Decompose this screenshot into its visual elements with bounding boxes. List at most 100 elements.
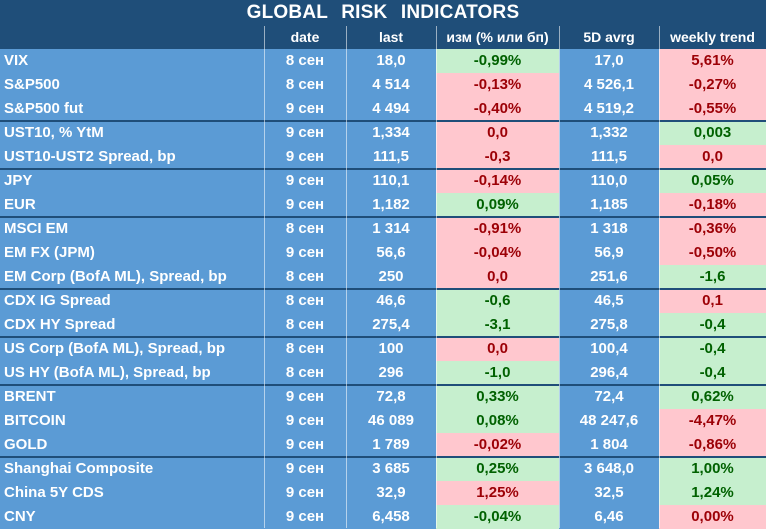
weekly-trend-cell: 0,1 (659, 289, 766, 313)
table-row: Shanghai Composite 9 сен 3 685 0,25% 3 648,0… (0, 457, 766, 481)
date-cell: 8 сен (264, 265, 346, 289)
weekly-trend-cell: 0,003 (659, 121, 766, 145)
date-cell: 8 сен (264, 217, 346, 241)
column-divider (559, 26, 560, 528)
last-value-cell: 46 089 (346, 409, 436, 433)
five-day-average-cell: 6,46 (559, 505, 659, 529)
table-row: S&P500 fut 9 сен 4 494 -0,40% 4 519,2 -0,55% (0, 97, 766, 121)
table-row: BRENT 9 сен 72,8 0,33% 72,4 0,62% (0, 385, 766, 409)
change-cell: 0,25% (436, 457, 559, 481)
indicator-name-cell: CDX IG Spread (0, 289, 264, 313)
five-day-average-cell: 4 526,1 (559, 73, 659, 97)
change-cell: 0,0 (436, 337, 559, 361)
indicator-name-cell: UST10-UST2 Spread, bp (0, 145, 264, 169)
last-value-cell: 100 (346, 337, 436, 361)
last-value-cell: 32,9 (346, 481, 436, 505)
change-cell: -0,04% (436, 505, 559, 529)
last-value-cell: 6,458 (346, 505, 436, 529)
date-cell: 9 сен (264, 241, 346, 265)
weekly-trend-cell: 5,61% (659, 49, 766, 73)
change-cell: -0,04% (436, 241, 559, 265)
date-cell: 8 сен (264, 73, 346, 97)
indicator-name-cell: US HY (BofA ML), Spread, bp (0, 361, 264, 385)
change-cell: -0,99% (436, 49, 559, 73)
column-header-5d-average: 5D avrg (583, 29, 635, 45)
table-row: EUR 9 сен 1,182 0,09% 1,185 -0,18% (0, 193, 766, 217)
five-day-average-cell: 1,332 (559, 121, 659, 145)
five-day-average-cell: 251,6 (559, 265, 659, 289)
indicator-name-cell: China 5Y CDS (0, 481, 264, 505)
five-day-average-cell: 275,8 (559, 313, 659, 337)
date-cell: 9 сен (264, 409, 346, 433)
indicator-name-cell: JPY (0, 169, 264, 193)
group-separator (0, 216, 766, 218)
change-cell: -3,1 (436, 313, 559, 337)
last-value-cell: 296 (346, 361, 436, 385)
group-separator (0, 384, 766, 386)
table-row: GOLD 9 сен 1 789 -0,02% 1 804 -0,86% (0, 433, 766, 457)
five-day-average-cell: 110,0 (559, 169, 659, 193)
change-cell: 1,25% (436, 481, 559, 505)
change-cell: 0,08% (436, 409, 559, 433)
last-value-cell: 18,0 (346, 49, 436, 73)
date-cell: 8 сен (264, 361, 346, 385)
weekly-trend-cell: 0,0 (659, 145, 766, 169)
last-value-cell: 4 494 (346, 97, 436, 121)
weekly-trend-cell: -0,4 (659, 361, 766, 385)
group-separator (0, 120, 766, 122)
date-cell: 9 сен (264, 145, 346, 169)
last-value-cell: 46,6 (346, 289, 436, 313)
weekly-trend-cell: -0,36% (659, 217, 766, 241)
weekly-trend-cell: 1,00% (659, 457, 766, 481)
date-cell: 9 сен (264, 97, 346, 121)
change-cell: -0,02% (436, 433, 559, 457)
indicator-name-cell: CDX HY Spread (0, 313, 264, 337)
column-header-change: изм (% или бп) (446, 29, 549, 45)
weekly-trend-cell: -0,4 (659, 337, 766, 361)
date-cell: 9 сен (264, 505, 346, 529)
indicator-name-cell: BRENT (0, 385, 264, 409)
indicator-name-cell: GOLD (0, 433, 264, 457)
indicator-name-cell: BITCOIN (0, 409, 264, 433)
indicator-name-cell: US Corp (BofA ML), Spread, bp (0, 337, 264, 361)
weekly-trend-cell: 0,62% (659, 385, 766, 409)
last-value-cell: 1,182 (346, 193, 436, 217)
table-row: US Corp (BofA ML), Spread, bp 8 сен 100 0,0… (0, 337, 766, 361)
date-cell: 9 сен (264, 433, 346, 457)
weekly-trend-cell: -0,4 (659, 313, 766, 337)
date-cell: 9 сен (264, 121, 346, 145)
table-row: MSCI EM 8 сен 1 314 -0,91% 1 318 -0,36% (0, 217, 766, 241)
column-divider (264, 26, 265, 528)
change-cell: -0,40% (436, 97, 559, 121)
change-cell: -0,91% (436, 217, 559, 241)
date-cell: 9 сен (264, 169, 346, 193)
date-cell: 9 сен (264, 481, 346, 505)
indicator-name-cell: UST10, % YtM (0, 121, 264, 145)
table-row: EM FX (JPM) 9 сен 56,6 -0,04% 56,9 -0,50% (0, 241, 766, 265)
indicator-name-cell: S&P500 fut (0, 97, 264, 121)
table-row: BITCOIN 9 сен 46 089 0,08% 48 247,6 -4,47% (0, 409, 766, 433)
five-day-average-cell: 1 318 (559, 217, 659, 241)
five-day-average-cell: 1 804 (559, 433, 659, 457)
weekly-trend-cell: -0,86% (659, 433, 766, 457)
five-day-average-cell: 111,5 (559, 145, 659, 169)
five-day-average-cell: 17,0 (559, 49, 659, 73)
indicator-name-cell: EUR (0, 193, 264, 217)
date-cell: 9 сен (264, 457, 346, 481)
five-day-average-cell: 1,185 (559, 193, 659, 217)
table-title: GLOBAL RISK INDICATORS (0, 0, 766, 26)
column-divider (346, 26, 347, 528)
column-header-last: last (378, 29, 404, 45)
last-value-cell: 56,6 (346, 241, 436, 265)
indicator-name-cell: VIX (0, 49, 264, 73)
weekly-trend-cell: -1,6 (659, 265, 766, 289)
last-value-cell: 111,5 (346, 145, 436, 169)
indicator-name-cell: CNY (0, 505, 264, 529)
change-cell: 0,0 (436, 265, 559, 289)
table-row: China 5Y CDS 9 сен 32,9 1,25% 32,5 1,24% (0, 481, 766, 505)
last-value-cell: 110,1 (346, 169, 436, 193)
weekly-trend-cell: -4,47% (659, 409, 766, 433)
five-day-average-cell: 4 519,2 (559, 97, 659, 121)
last-value-cell: 250 (346, 265, 436, 289)
